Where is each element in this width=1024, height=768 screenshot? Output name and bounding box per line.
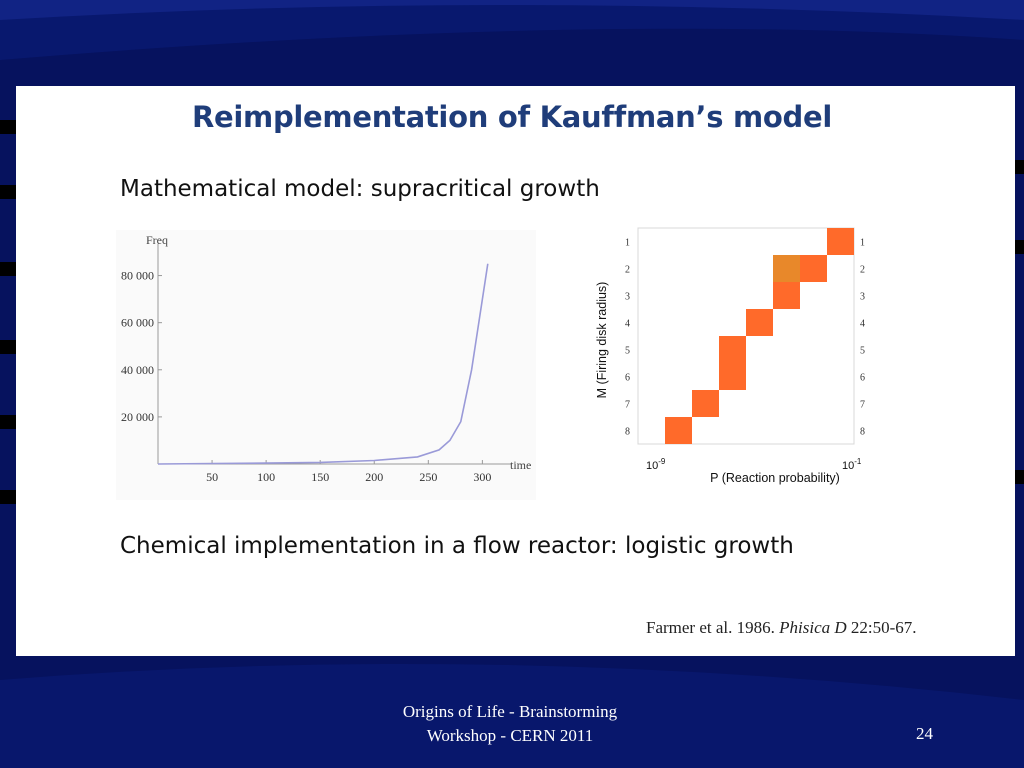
heatmap-cell — [719, 363, 746, 390]
frequency-curve — [157, 263, 489, 465]
heatmap-y-tick-right: 3 — [860, 292, 865, 303]
y-tick-label: 60 000 — [121, 316, 154, 330]
heatmap-y-tick-left: 8 — [625, 427, 630, 438]
y-axis-label: Freq — [146, 233, 168, 247]
citation-authors: Farmer et al. 1986. — [646, 618, 780, 637]
heatmap-y-tick-left: 5 — [625, 346, 630, 357]
heatmap-x-tick-label: 10-9 — [646, 457, 666, 472]
heatmap-y-tick-left: 3 — [625, 292, 630, 303]
y-tick-label: 20 000 — [121, 410, 154, 424]
x-tick-label: 300 — [473, 470, 491, 484]
heatmap-y-tick-left: 6 — [625, 373, 630, 384]
heatmap-y-tick-right: 2 — [860, 265, 865, 276]
heatmap-y-tick-right: 4 — [860, 319, 865, 330]
text-mathematical-model: Mathematical model: supracritical growth — [120, 176, 600, 202]
heatmap-y-tick-right: 5 — [860, 346, 865, 357]
text-chemical-implementation: Chemical implementation in a flow reacto… — [120, 533, 794, 559]
heatmap-y-tick-left: 1 — [625, 238, 630, 249]
citation: Farmer et al. 1986. Phisica D 22:50-67. — [646, 618, 917, 638]
heatmap-y-tick-left: 4 — [625, 319, 630, 330]
citation-volume: 22:50-67. — [846, 618, 917, 637]
x-tick-label: 200 — [365, 470, 383, 484]
y-tick-label: 40 000 — [121, 363, 154, 377]
growth-line-chart: Freq time 50 100 150 200 250 300 20 000 40 000… — [116, 230, 536, 500]
x-tick-label: 50 — [206, 470, 218, 484]
heatmap-cell — [746, 309, 773, 336]
heatmap-x-label: P (Reaction probability) — [710, 471, 840, 485]
heatmap-cell — [827, 228, 854, 255]
x-tick-label: 150 — [311, 470, 329, 484]
heatmap-y-tick-right: 8 — [860, 427, 865, 438]
footer: Origins of Life - Brainstorming Workshop… — [360, 700, 660, 748]
heatmap-cell — [692, 390, 719, 417]
heatmap-x-tick-label: 10-1 — [842, 457, 862, 472]
footer-line1: Origins of Life - Brainstorming — [402, 702, 618, 721]
heatmap-cell — [719, 336, 746, 363]
heatmap-y-label: M (Firing disk radius) — [595, 282, 609, 399]
heatmap-y-tick-right: 6 — [860, 373, 865, 384]
heatmap-y-tick-left: 7 — [625, 400, 630, 411]
heatmap-y-tick-left: 2 — [625, 265, 630, 276]
heatmap-cell — [773, 282, 800, 309]
x-tick-label: 100 — [257, 470, 275, 484]
slide-number: 24 — [916, 724, 933, 743]
slide-title: Reimplementation of Kauffman’s model — [191, 100, 833, 134]
x-tick-label: 250 — [419, 470, 437, 484]
heatmap-cell — [665, 417, 692, 444]
heatmap-y-tick-right: 1 — [860, 238, 865, 249]
reaction-probability-heatmap: 1 1 2 2 3 3 4 4 5 5 6 6 7 7 8 8 10-9 10-1 P (Reaction pr… — [595, 227, 865, 485]
heatmap-y-tick-right: 7 — [860, 400, 865, 411]
x-axis-label: time — [510, 458, 531, 472]
heatmap-cell — [773, 255, 800, 282]
y-tick-label: 80 000 — [121, 269, 154, 283]
heatmap-cell — [800, 255, 827, 282]
footer-line2: Workshop - CERN 2011 — [426, 726, 594, 745]
citation-journal: Phisica D — [779, 618, 847, 637]
